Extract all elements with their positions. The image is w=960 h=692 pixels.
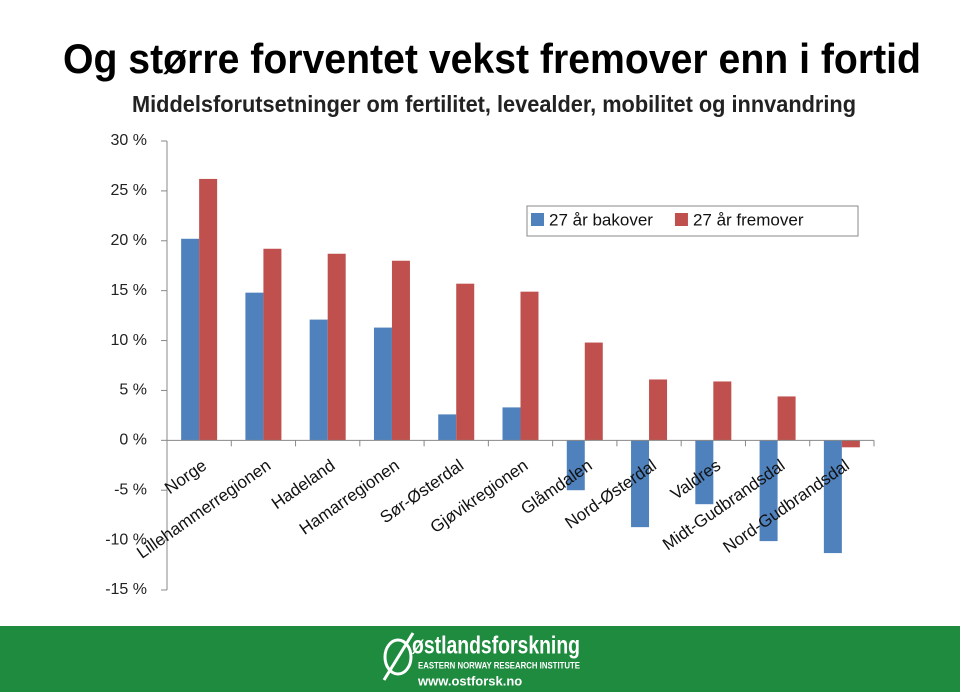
bar <box>584 342 603 441</box>
bar <box>309 319 328 441</box>
bar <box>695 440 714 505</box>
y-tick-label: 0 % <box>119 432 147 449</box>
x-tick-label: Norge <box>161 456 210 498</box>
bar <box>777 396 796 441</box>
logo <box>382 632 415 681</box>
bar <box>502 407 521 441</box>
chart-title: Og større forventet vekst fremover enn i… <box>63 35 921 82</box>
bar <box>456 283 475 441</box>
bar <box>373 327 392 441</box>
footer-band <box>0 626 960 692</box>
bar <box>199 178 218 441</box>
bar <box>649 379 668 441</box>
bar <box>841 440 860 448</box>
footer-brand: østlandsforskning <box>412 632 580 660</box>
legend-label: 27 år fremover <box>693 210 804 229</box>
y-tick-label: -15 % <box>105 581 147 598</box>
y-tick-label: 5 % <box>119 382 147 399</box>
bar <box>263 248 282 441</box>
y-tick-label: 20 % <box>111 232 147 249</box>
footer-institute: EASTERN NORWAY RESEARCH INSTITUTE <box>418 660 580 670</box>
y-tick-label: 30 % <box>111 132 147 149</box>
y-tick-label: 10 % <box>111 332 147 349</box>
y-tick-label: 15 % <box>111 282 147 299</box>
bar <box>181 238 200 441</box>
bar <box>327 253 346 441</box>
legend-label: 27 år bakover <box>549 210 653 229</box>
bar <box>759 440 778 542</box>
legend-swatch <box>674 213 688 226</box>
legend-swatch <box>531 213 544 226</box>
bar <box>438 414 457 441</box>
footer-url: www.ostforsk.no <box>417 673 522 688</box>
y-tick-label: 25 % <box>111 182 147 199</box>
y-tick-label: -5 % <box>114 481 147 498</box>
y-tick-label: -10 % <box>105 531 147 548</box>
bar <box>631 440 650 528</box>
chart-subtitle: Middelsforutsetninger om fertilitet, lev… <box>132 91 856 117</box>
bar <box>823 440 842 554</box>
bar <box>520 291 539 441</box>
bar <box>566 440 585 491</box>
bar <box>391 260 410 441</box>
bar <box>713 381 732 441</box>
bar <box>245 292 264 441</box>
legend-box <box>526 205 859 237</box>
